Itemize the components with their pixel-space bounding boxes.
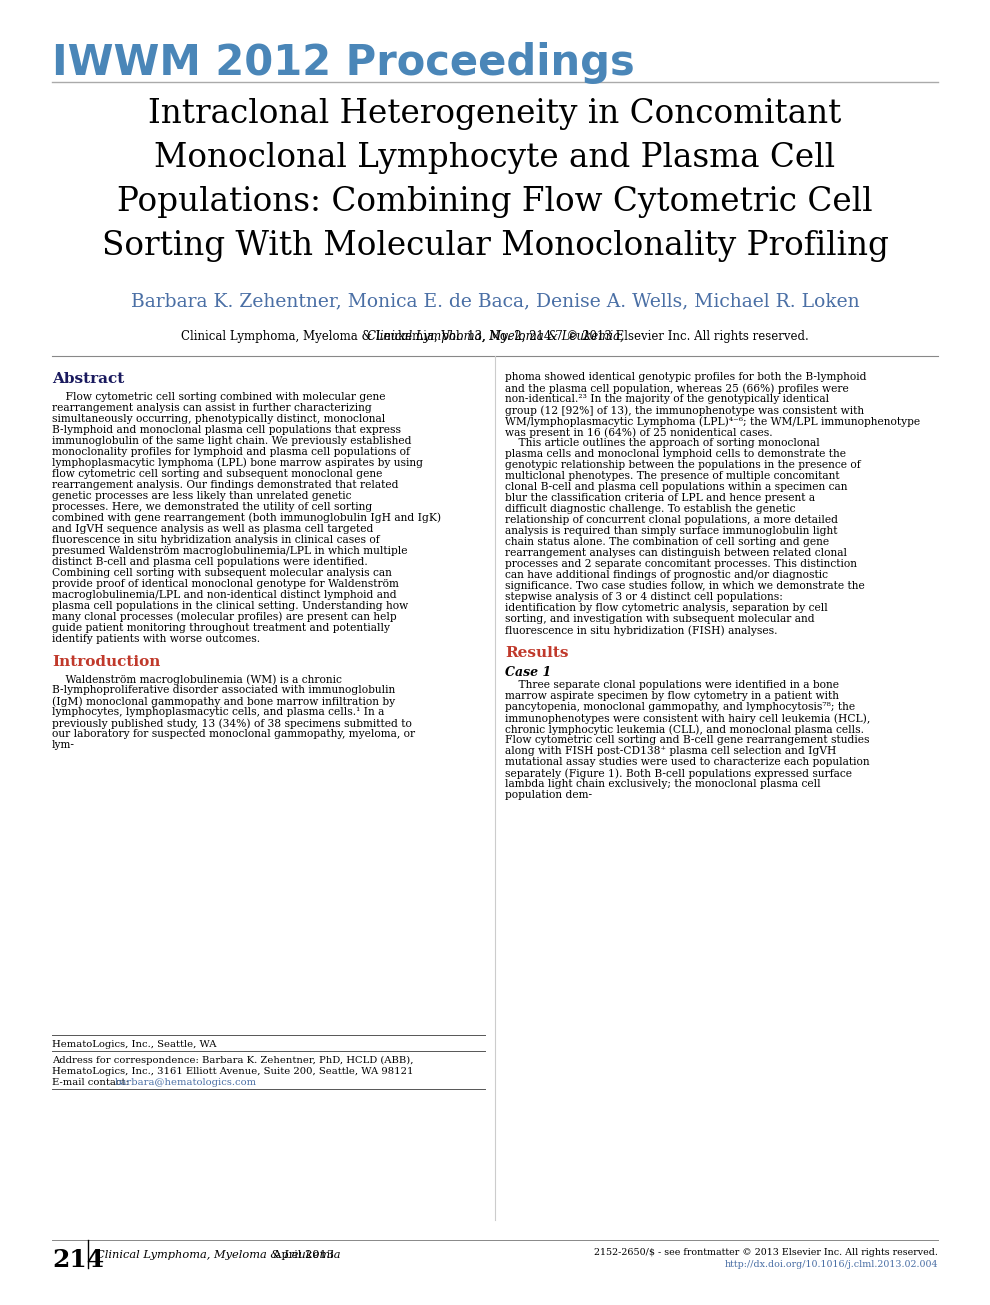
Text: fluorescence in situ hybridization (FISH) analyses.: fluorescence in situ hybridization (FISH… [505,625,777,636]
Text: lambda light chain exclusively; the monoclonal plasma cell: lambda light chain exclusively; the mono… [505,779,821,790]
Text: genotypic relationship between the populations in the presence of: genotypic relationship between the popul… [505,459,860,470]
Text: distinct B-cell and plasma cell populations were identified.: distinct B-cell and plasma cell populati… [52,557,367,566]
Text: processes. Here, we demonstrated the utility of cell sorting: processes. Here, we demonstrated the uti… [52,501,372,512]
Text: clonal B-cell and plasma cell populations within a specimen can: clonal B-cell and plasma cell population… [505,482,847,492]
Text: immunophenotypes were consistent with hairy cell leukemia (HCL),: immunophenotypes were consistent with ha… [505,713,870,723]
Text: lymphoplasmacytic lymphoma (LPL) bone marrow aspirates by using: lymphoplasmacytic lymphoma (LPL) bone ma… [52,458,423,468]
Text: Combining cell sorting with subsequent molecular analysis can: Combining cell sorting with subsequent m… [52,568,392,578]
Text: monoclonality profiles for lymphoid and plasma cell populations of: monoclonality profiles for lymphoid and … [52,446,410,457]
Text: This article outlines the approach of sorting monoclonal: This article outlines the approach of so… [505,438,820,448]
Text: and the plasma cell population, whereas 25 (66%) profiles were: and the plasma cell population, whereas … [505,382,848,394]
Text: Monoclonal Lymphocyte and Plasma Cell: Monoclonal Lymphocyte and Plasma Cell [154,142,836,174]
Text: Flow cytometric cell sorting and B-cell gene rearrangement studies: Flow cytometric cell sorting and B-cell … [505,735,869,745]
Text: Address for correspondence: Barbara K. Zehentner, PhD, HCLD (ABB),: Address for correspondence: Barbara K. Z… [52,1056,414,1065]
Text: relationship of concurrent clonal populations, a more detailed: relationship of concurrent clonal popula… [505,515,838,525]
Text: and IgVH sequence analysis as well as plasma cell targeted: and IgVH sequence analysis as well as pl… [52,523,373,534]
Text: mutational assay studies were used to characterize each population: mutational assay studies were used to ch… [505,757,869,767]
Text: non-identical.²³ In the majority of the genotypically identical: non-identical.²³ In the majority of the … [505,394,830,405]
Text: genetic processes are less likely than unrelated genetic: genetic processes are less likely than u… [52,491,351,501]
Text: processes and 2 separate concomitant processes. This distinction: processes and 2 separate concomitant pro… [505,559,857,569]
Text: difficult diagnostic challenge. To establish the genetic: difficult diagnostic challenge. To estab… [505,504,796,514]
Text: HematoLogics, Inc., Seattle, WA: HematoLogics, Inc., Seattle, WA [52,1040,217,1049]
Text: E-mail contact:: E-mail contact: [52,1078,132,1087]
Text: Waldenström macroglobulinemia (WM) is a chronic: Waldenström macroglobulinemia (WM) is a … [52,675,342,685]
Text: plasma cells and monoclonal lymphoid cells to demonstrate the: plasma cells and monoclonal lymphoid cel… [505,449,846,459]
Text: fluorescence in situ hybridization analysis in clinical cases of: fluorescence in situ hybridization analy… [52,535,379,544]
Text: sorting, and investigation with subsequent molecular and: sorting, and investigation with subseque… [505,613,815,624]
Text: lymphocytes, lymphoplasmacytic cells, and plasma cells.¹ In a: lymphocytes, lymphoplasmacytic cells, an… [52,707,384,718]
Text: Populations: Combining Flow Cytometric Cell: Populations: Combining Flow Cytometric C… [117,187,873,218]
Text: chain status alone. The combination of cell sorting and gene: chain status alone. The combination of c… [505,536,830,547]
Text: B-lymphoproliferative disorder associated with immunoglobulin: B-lymphoproliferative disorder associate… [52,685,395,696]
Text: analysis is required than simply surface immunoglobulin light: analysis is required than simply surface… [505,526,838,536]
Text: Flow cytometric cell sorting combined with molecular gene: Flow cytometric cell sorting combined wi… [52,392,385,402]
Text: blur the classification criteria of LPL and hence present a: blur the classification criteria of LPL … [505,493,815,502]
Text: Clinical Lymphoma, Myeloma & Leukemia: Clinical Lymphoma, Myeloma & Leukemia [96,1250,341,1261]
Text: rearrangement analysis can assist in further characterizing: rearrangement analysis can assist in fur… [52,403,372,412]
Text: group (12 [92%] of 13), the immunophenotype was consistent with: group (12 [92%] of 13), the immunophenot… [505,405,864,415]
Text: (IgM) monoclonal gammopathy and bone marrow infiltration by: (IgM) monoclonal gammopathy and bone mar… [52,696,395,707]
Text: many clonal processes (molecular profiles) are present can help: many clonal processes (molecular profile… [52,612,397,622]
Text: stepwise analysis of 3 or 4 distinct cell populations:: stepwise analysis of 3 or 4 distinct cel… [505,592,783,602]
Text: 2152-2650/$ - see frontmatter © 2013 Elsevier Inc. All rights reserved.: 2152-2650/$ - see frontmatter © 2013 Els… [594,1248,938,1257]
Text: pancytopenia, monoclonal gammopathy, and lymphocytosis⁷⁸; the: pancytopenia, monoclonal gammopathy, and… [505,702,855,713]
Text: HematoLogics, Inc., 3161 Elliott Avenue, Suite 200, Seattle, WA 98121: HematoLogics, Inc., 3161 Elliott Avenue,… [52,1067,414,1077]
Text: macroglobulinemia/LPL and non-identical distinct lymphoid and: macroglobulinemia/LPL and non-identical … [52,590,397,599]
Text: phoma showed identical genotypic profiles for both the B-lymphoid: phoma showed identical genotypic profile… [505,372,866,382]
Text: lym-: lym- [52,740,75,750]
Text: Barbara K. Zehentner, Monica E. de Baca, Denise A. Wells, Michael R. Loken: Barbara K. Zehentner, Monica E. de Baca,… [131,292,859,311]
Text: combined with gene rearrangement (both immunoglobulin IgH and IgK): combined with gene rearrangement (both i… [52,513,442,523]
Text: along with FISH post-CD138⁺ plasma cell selection and IgVH: along with FISH post-CD138⁺ plasma cell … [505,746,837,756]
Text: WM/lymphoplasmacytic Lymphoma (LPL)⁴⁻⁶; the WM/LPL immunophenotype: WM/lymphoplasmacytic Lymphoma (LPL)⁴⁻⁶; … [505,416,920,427]
Text: IWWM 2012 Proceedings: IWWM 2012 Proceedings [52,42,635,84]
Text: Clinical Lymphoma, Myeloma & Leukemia, Vol. 13, No. 2, 214-7 © 2013 Elsevier Inc: Clinical Lymphoma, Myeloma & Leukemia, V… [181,330,809,343]
Text: B-lymphoid and monoclonal plasma cell populations that express: B-lymphoid and monoclonal plasma cell po… [52,424,401,435]
Text: flow cytometric cell sorting and subsequent monoclonal gene: flow cytometric cell sorting and subsequ… [52,468,382,479]
Text: http://dx.doi.org/10.1016/j.clml.2013.02.004: http://dx.doi.org/10.1016/j.clml.2013.02… [725,1261,938,1268]
Text: plasma cell populations in the clinical setting. Understanding how: plasma cell populations in the clinical … [52,600,408,611]
Text: April 2013: April 2013 [266,1250,335,1261]
Text: presumed Waldenström macroglobulinemia/LPL in which multiple: presumed Waldenström macroglobulinemia/L… [52,545,408,556]
Text: rearrangement analyses can distinguish between related clonal: rearrangement analyses can distinguish b… [505,548,847,559]
Text: chronic lymphocytic leukemia (CLL), and monoclonal plasma cells.: chronic lymphocytic leukemia (CLL), and … [505,724,864,735]
Text: provide proof of identical monoclonal genotype for Waldenström: provide proof of identical monoclonal ge… [52,578,399,589]
Text: identify patients with worse outcomes.: identify patients with worse outcomes. [52,634,260,643]
Text: rearrangement analysis. Our findings demonstrated that related: rearrangement analysis. Our findings dem… [52,480,399,489]
Text: Intraclonal Heterogeneity in Concomitant: Intraclonal Heterogeneity in Concomitant [148,98,842,130]
Text: Introduction: Introduction [52,655,160,668]
Text: Abstract: Abstract [52,372,125,386]
Text: was present in 16 (64%) of 25 nonidentical cases.: was present in 16 (64%) of 25 nonidentic… [505,427,772,437]
Text: simultaneously occurring, phenotypically distinct, monoclonal: simultaneously occurring, phenotypically… [52,414,385,424]
Text: our laboratory for suspected monoclonal gammopathy, myeloma, or: our laboratory for suspected monoclonal … [52,729,415,739]
Text: Results: Results [505,646,568,660]
Text: marrow aspirate specimen by flow cytometry in a patient with: marrow aspirate specimen by flow cytomet… [505,692,839,701]
Text: 214: 214 [52,1248,104,1272]
Text: identification by flow cytometric analysis, separation by cell: identification by flow cytometric analys… [505,603,828,613]
Text: Clinical Lymphoma, Myeloma & Leukemia,: Clinical Lymphoma, Myeloma & Leukemia, [366,330,624,343]
Text: significance. Two case studies follow, in which we demonstrate the: significance. Two case studies follow, i… [505,581,864,591]
Text: immunoglobulin of the same light chain. We previously established: immunoglobulin of the same light chain. … [52,436,412,445]
Text: previously published study, 13 (34%) of 38 specimens submitted to: previously published study, 13 (34%) of … [52,718,412,728]
Text: can have additional findings of prognostic and/or diagnostic: can have additional findings of prognost… [505,570,828,579]
Text: barbara@hematologics.com: barbara@hematologics.com [115,1078,256,1087]
Text: population dem-: population dem- [505,790,592,800]
Text: guide patient monitoring throughout treatment and potentially: guide patient monitoring throughout trea… [52,622,390,633]
Text: separately (Figure 1). Both B-cell populations expressed surface: separately (Figure 1). Both B-cell popul… [505,769,852,779]
Text: Case 1: Case 1 [505,666,551,679]
Text: multiclonal phenotypes. The presence of multiple concomitant: multiclonal phenotypes. The presence of … [505,471,840,482]
Text: Sorting With Molecular Monoclonality Profiling: Sorting With Molecular Monoclonality Pro… [102,230,888,262]
Text: Three separate clonal populations were identified in a bone: Three separate clonal populations were i… [505,680,839,690]
